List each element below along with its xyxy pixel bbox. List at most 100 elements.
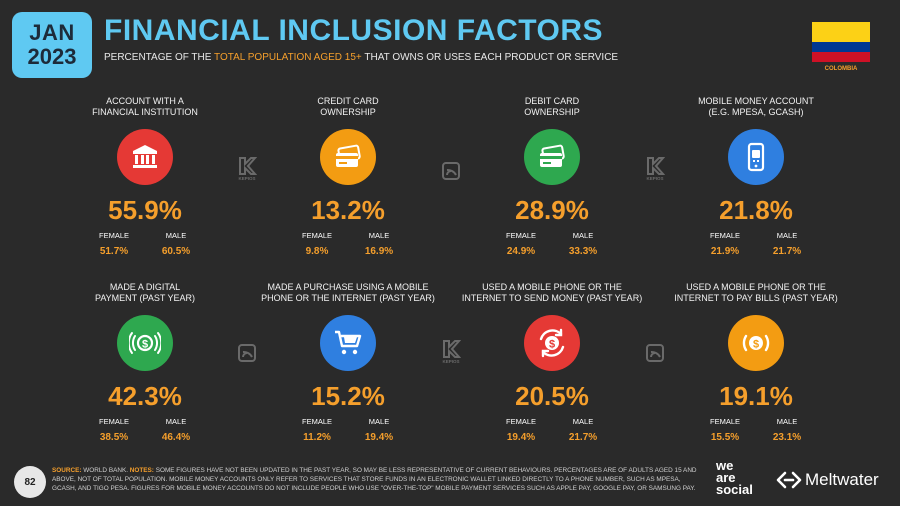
male-value: 21.7% (568, 432, 598, 443)
female-split: FEMALE 9.8% (292, 231, 342, 257)
stat-label: MADE A PURCHASE USING A MOBILE PHONE OR T… (253, 280, 443, 304)
male-split: MALE 46.4% (151, 417, 201, 443)
female-label: FEMALE (505, 417, 536, 426)
colombia-flag-icon (812, 22, 870, 62)
male-label: MALE (368, 417, 390, 426)
date-year: 2023 (27, 44, 77, 69)
stat-label: MADE A DIGITAL PAYMENT (PAST YEAR) (50, 280, 240, 304)
stat-card: MOBILE MONEY ACCOUNT (E.G. MPESA, GCASH) 2… (661, 94, 851, 257)
female-split: FEMALE 51.7% (89, 231, 139, 257)
female-value: 21.9% (710, 246, 740, 257)
stat-label-line2: INTERNET TO PAY BILLS (PAST YEAR) (674, 293, 838, 303)
female-label: FEMALE (301, 231, 332, 240)
bank-icon (117, 129, 173, 185)
male-split: MALE 16.9% (354, 231, 404, 257)
svg-text:$: $ (549, 339, 555, 351)
stat-label: MOBILE MONEY ACCOUNT (E.G. MPESA, GCASH) (661, 94, 851, 118)
stat-label-line2: OWNERSHIP (320, 107, 376, 117)
stat-value: 13.2% (311, 195, 385, 225)
pay-bills-icon: $ (728, 315, 784, 371)
male-label: MALE (368, 231, 390, 240)
digital-payment-icon: $ (117, 315, 173, 371)
datareportal-watermark-icon (644, 340, 666, 366)
female-split: FEMALE 11.2% (292, 417, 342, 443)
send-money-icon: $ (524, 315, 580, 371)
meltwater-text: Meltwater (805, 470, 879, 489)
brand1-line1: we (716, 458, 734, 473)
kepios-watermark-icon: KEPIOS (440, 338, 462, 364)
stat-label-line1: MOBILE MONEY ACCOUNT (698, 96, 814, 106)
female-split: FEMALE 24.9% (496, 231, 546, 257)
female-split: FEMALE 21.9% (700, 231, 750, 257)
female-value: 51.7% (99, 246, 129, 257)
stat-label-line2: PHONE OR THE INTERNET (PAST YEAR) (261, 293, 435, 303)
notes-label: NOTES: (129, 467, 154, 474)
source-label: SOURCE: (52, 467, 82, 474)
male-value: 33.3% (568, 246, 598, 257)
male-label: MALE (776, 417, 798, 426)
brand1-line2: are (716, 470, 736, 485)
gender-split: FEMALE 24.9% MALE 33.3% (496, 231, 608, 257)
female-value: 9.8% (305, 246, 329, 257)
gender-split: FEMALE 19.4% MALE 21.7% (496, 417, 608, 443)
male-value: 16.9% (364, 246, 394, 257)
datareportal-watermark-icon (236, 340, 258, 366)
male-value: 19.4% (364, 432, 394, 443)
stat-label: USED A MOBILE PHONE OR THE INTERNET TO PA… (661, 280, 851, 304)
male-label: MALE (165, 231, 187, 240)
stat-value: 55.9% (108, 195, 182, 225)
male-value: 21.7% (772, 246, 802, 257)
stat-label-line1: MADE A DIGITAL (109, 282, 181, 292)
stat-label-line1: DEBIT CARD (524, 96, 580, 106)
male-split: MALE 60.5% (151, 231, 201, 257)
female-label: FEMALE (98, 417, 129, 426)
gender-split: FEMALE 38.5% MALE 46.4% (89, 417, 201, 443)
source-text: WORLD BANK. (81, 467, 130, 474)
subtitle-highlight: TOTAL POPULATION AGED 15+ (214, 52, 362, 63)
stat-label-line1: MADE A PURCHASE USING A MOBILE (267, 282, 429, 292)
notes-text: SOME FIGURES HAVE NOT BEEN UPDATED IN TH… (52, 467, 697, 492)
date-badge: JAN 2023 (12, 12, 92, 78)
debit-card-icon (524, 129, 580, 185)
footer-notes: SOURCE: WORLD BANK. NOTES: SOME FIGURES … (52, 466, 700, 493)
stat-label: CREDIT CARD OWNERSHIP (253, 94, 443, 118)
kepios-watermark-text: KEPIOS (442, 358, 460, 364)
gender-split: FEMALE 11.2% MALE 19.4% (292, 417, 404, 443)
datareportal-watermark-icon (440, 158, 462, 184)
stat-label: DEBIT CARD OWNERSHIP (457, 94, 647, 118)
kepios-watermark-icon: KEPIOS (644, 155, 666, 181)
subtitle-post: THAT OWNS OR USES EACH PRODUCT OR SERVIC… (361, 52, 619, 63)
female-label: FEMALE (98, 231, 129, 240)
stat-card: CREDIT CARD OWNERSHIP 13.2% FEMALE 9.8% MALE 1… (253, 94, 443, 257)
male-split: MALE 21.7% (558, 417, 608, 443)
female-value: 15.5% (710, 432, 740, 443)
stat-value: 20.5% (515, 381, 589, 411)
stat-label-line2: OWNERSHIP (524, 107, 580, 117)
kepios-watermark-icon: KEPIOS (236, 155, 258, 181)
female-label: FEMALE (505, 231, 536, 240)
male-label: MALE (776, 231, 798, 240)
meltwater-icon (776, 471, 802, 489)
female-value: 19.4% (506, 432, 536, 443)
we-are-social-logo: we are social (716, 458, 753, 496)
male-split: MALE 19.4% (354, 417, 404, 443)
gender-split: FEMALE 21.9% MALE 21.7% (700, 231, 812, 257)
gender-split: FEMALE 9.8% MALE 16.9% (292, 231, 404, 257)
stat-label-line1: ACCOUNT WITH A (106, 96, 184, 106)
svg-text:$: $ (753, 339, 759, 351)
female-value: 38.5% (99, 432, 129, 443)
female-value: 24.9% (506, 246, 536, 257)
male-value: 60.5% (161, 246, 191, 257)
female-split: FEMALE 19.4% (496, 417, 546, 443)
page-title: FINANCIAL INCLUSION FACTORS (104, 14, 604, 47)
stat-label-line1: CREDIT CARD (317, 96, 379, 106)
male-split: MALE 33.3% (558, 231, 608, 257)
stat-label-line2: (E.G. MPESA, GCASH) (708, 107, 804, 117)
date-month: JAN (29, 20, 75, 45)
female-split: FEMALE 38.5% (89, 417, 139, 443)
page-subtitle: PERCENTAGE OF THE TOTAL POPULATION AGED … (104, 52, 618, 63)
female-split: FEMALE 15.5% (700, 417, 750, 443)
stat-card: USED A MOBILE PHONE OR THE INTERNET TO SE… (457, 280, 647, 443)
male-label: MALE (572, 231, 594, 240)
country-label: COLOMBIA (824, 66, 858, 72)
